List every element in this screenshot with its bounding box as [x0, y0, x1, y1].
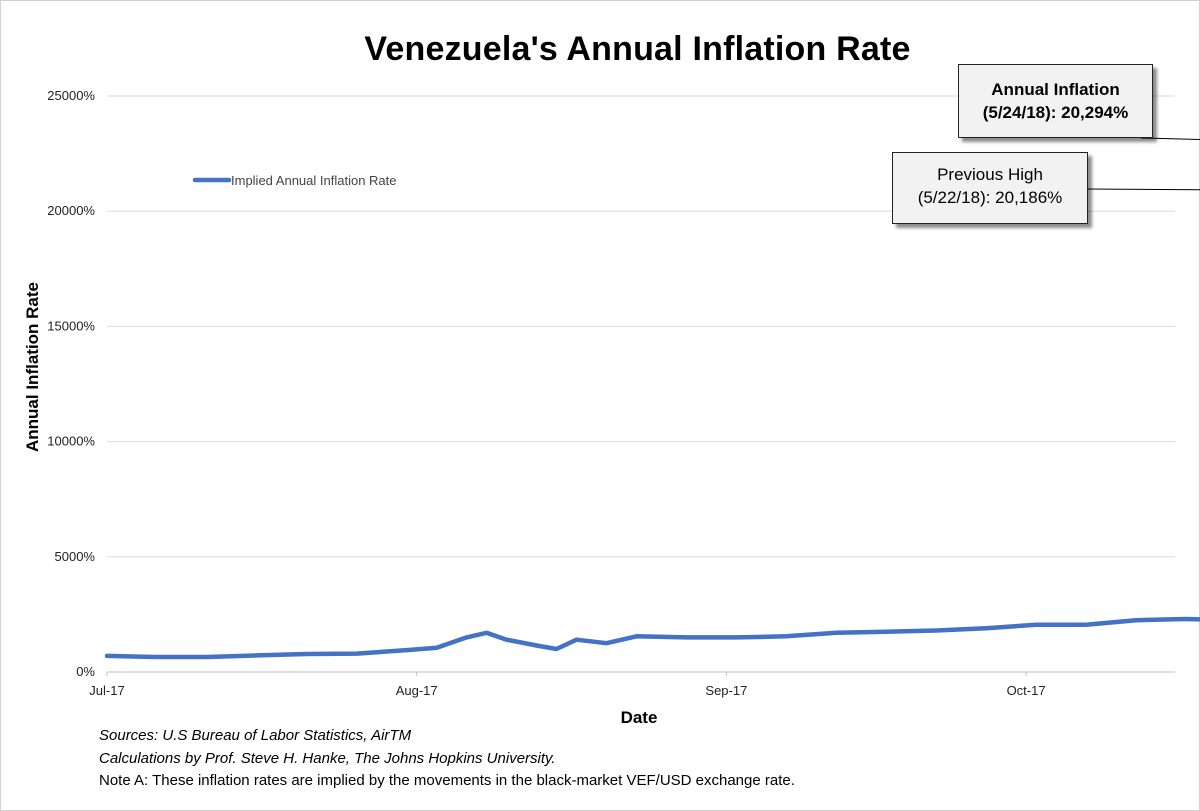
callout-previous-high: Previous High (5/22/18): 20,186%: [892, 152, 1088, 224]
callout-current-inflation: Annual Inflation (5/24/18): 20,294%: [958, 64, 1153, 138]
series-line: [104, 616, 1200, 660]
chart-footer: Sources: U.S Bureau of Labor Statistics,…: [99, 725, 795, 793]
annotation-arrow-current: [1140, 137, 1200, 141]
annotation-arrow-previous: [1087, 188, 1200, 191]
y-tick-label: 20000%: [47, 203, 95, 218]
x-tick-label: Oct-17: [1007, 683, 1046, 698]
y-axis-ticks: 0% 5000% 10000% 15000% 20000% 25000%: [47, 88, 95, 679]
annotation-arrows: [1087, 137, 1200, 191]
y-axis-title: Annual Inflation Rate: [23, 282, 42, 452]
callout-previous-line-2: (5/22/18): 20,186%: [917, 188, 1063, 207]
y-tick-label: 0%: [76, 664, 95, 679]
x-axis-title: Date: [621, 708, 658, 727]
series-layer: [104, 616, 1200, 660]
y-tick-label: 5000%: [55, 549, 96, 564]
y-tick-label: 25000%: [47, 88, 95, 103]
legend: Implied Annual Inflation Rate: [192, 173, 397, 188]
callout-previous-line-1: Previous High: [937, 165, 1043, 184]
footer-sources: Sources: U.S Bureau of Labor Statistics,…: [99, 727, 412, 744]
legend-label: Implied Annual Inflation Rate: [231, 173, 397, 188]
chart-title: Venezuela's Annual Inflation Rate: [364, 30, 911, 68]
x-tick-label: Aug-17: [396, 683, 438, 698]
footer-note: Note A: These inflation rates are implie…: [99, 772, 795, 789]
x-tick-label: Sep-17: [705, 683, 747, 698]
y-tick-label: 15000%: [47, 318, 95, 333]
x-tick-label: Jul-17: [89, 683, 124, 698]
y-tick-label: 10000%: [47, 434, 95, 449]
footer-calculations: Calculations by Prof. Steve H. Hanke, Th…: [99, 749, 556, 767]
callout-current-line-2: (5/24/18): 20,294%: [982, 103, 1129, 122]
x-axis-ticks: Jul-17Aug-17Sep-17Oct-17Nov-17Dec-17Jan-…: [89, 672, 1046, 698]
callout-current-line-1: Annual Inflation: [991, 80, 1120, 99]
